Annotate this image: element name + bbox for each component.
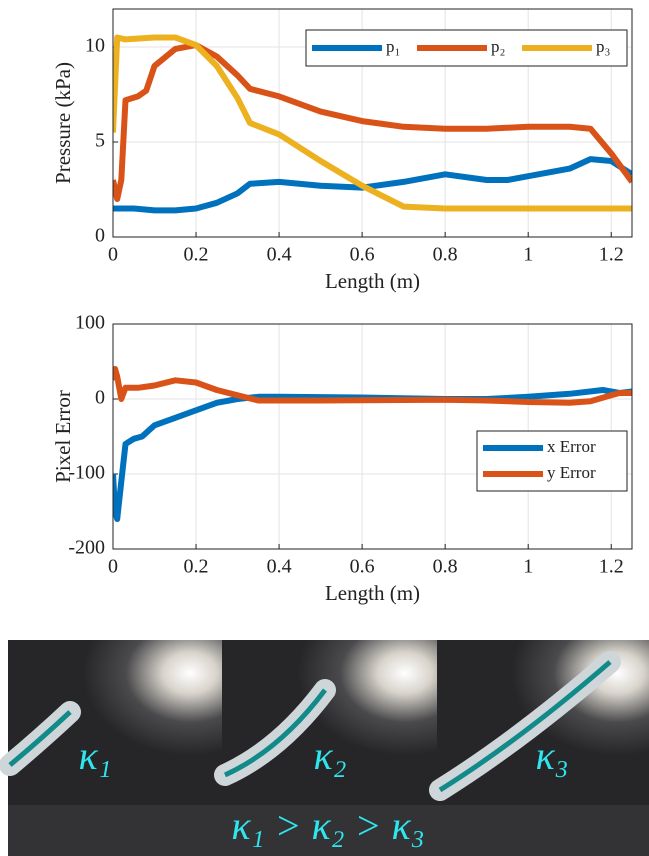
series-line [113,42,632,202]
legend-label: p₃ [596,37,611,56]
x-tick-label: 0.6 [350,556,375,578]
x-tick-label: 1 [523,556,533,578]
y-tick-label: 5 [95,130,105,152]
axes-box [112,323,633,550]
y-axis-label: Pressure (kPa) [51,62,75,184]
y-tick-label: -100 [68,462,105,484]
axes-box [112,8,633,238]
x-tick-label: 1 [523,244,533,266]
curvature-label: κ₃ [535,733,568,778]
x-tick-label: 0.8 [433,244,458,266]
legend-label: p₂ [491,37,505,56]
photo-strip: κ₁ κ₂ κ₃ κ₁ > κ₂ > κ₃ [0,640,649,856]
y-axis-label: Pixel Error [51,390,75,483]
photo [222,640,437,805]
caption-bar [8,805,649,856]
curvature-label: κ₁ [78,733,111,778]
x-tick-label: 0.2 [184,244,209,266]
backbone [223,688,327,778]
x-tick-label: 1.2 [599,556,624,578]
series-line [113,387,632,522]
x-tick-label: 0.6 [350,244,375,266]
legend-box [476,430,628,492]
backbone [8,710,72,767]
y-tick-label: 100 [75,312,105,334]
legend-label: x Error [547,437,596,456]
x-axis-label: Length (m) [325,581,420,605]
series-line [113,366,632,406]
caption: κ₁ > κ₂ > κ₃ [231,803,424,848]
y-tick-label: 10 [85,35,105,57]
series-line [113,156,632,214]
backbone [438,660,612,793]
x-tick-label: 0 [108,556,118,578]
y-tick-label: -200 [68,537,105,559]
legend-label: y Error [547,463,596,482]
curvature-label: κ₂ [313,733,346,778]
y-tick-label: 0 [95,225,105,247]
y-tick-label: 0 [95,387,105,409]
series-line [113,34,632,212]
x-tick-label: 0.8 [433,556,458,578]
x-tick-label: 0 [108,244,118,266]
x-tick-label: 0.4 [267,244,292,266]
photo [8,640,222,805]
x-tick-label: 1.2 [599,244,624,266]
x-tick-label: 0.4 [267,556,292,578]
x-tick-label: 0.2 [184,556,209,578]
x-axis-label: Length (m) [325,269,420,293]
legend-label: p₁ [386,37,400,56]
